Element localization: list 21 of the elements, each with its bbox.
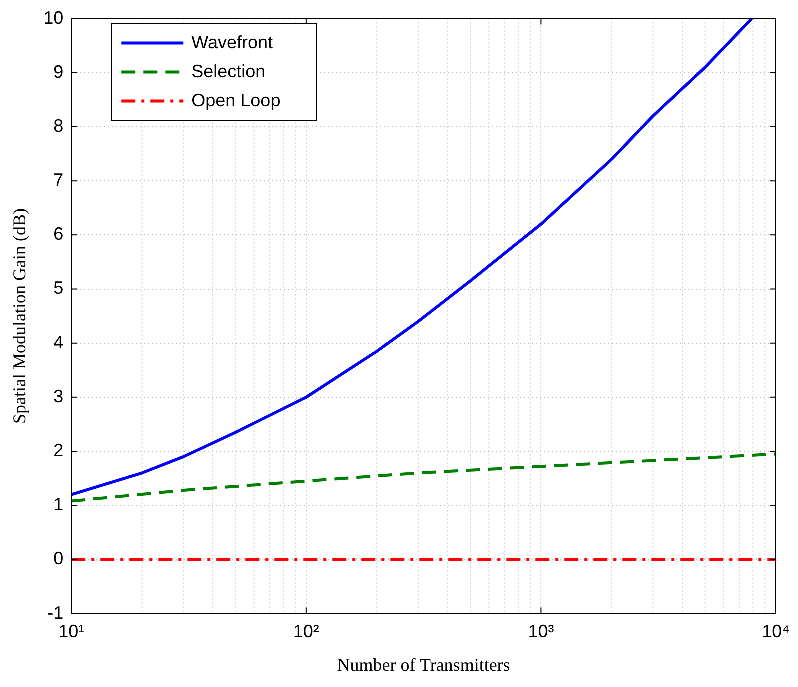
y-axis-title: Spatial Modulation Gain (dB) (10, 208, 30, 424)
legend-label: Open Loop (192, 90, 281, 110)
y-tick-label: 9 (54, 62, 64, 82)
x-tick-label: 10³ (528, 622, 554, 642)
y-tick-label: 3 (54, 386, 64, 406)
x-axis-title: Number of Transmitters (337, 654, 510, 675)
x-tick-label: 10⁴ (762, 622, 790, 642)
y-tick-label: 6 (54, 224, 64, 244)
legend-label: Wavefront (192, 32, 273, 52)
x-tick-label: 10² (293, 622, 320, 642)
y-tick-label: 0 (54, 548, 64, 569)
y-tick-label: -1 (48, 602, 64, 623)
y-tick-label: 8 (54, 116, 64, 136)
y-tick-label: 5 (54, 278, 64, 298)
y-tick-label: 2 (54, 440, 64, 460)
y-tick-label: 4 (54, 332, 64, 352)
y-tick-label: 7 (54, 170, 64, 190)
y-tick-label: 10 (44, 8, 64, 28)
y-tick-label: 1 (54, 494, 64, 515)
legend-label: Selection (192, 61, 266, 82)
x-tick-label: 10¹ (58, 622, 85, 642)
